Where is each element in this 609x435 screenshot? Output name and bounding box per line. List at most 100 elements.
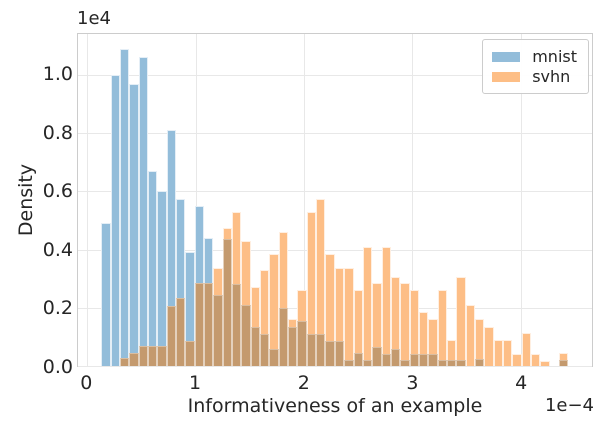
overlap-bar bbox=[120, 357, 130, 366]
svhn-bar bbox=[316, 198, 326, 366]
x-axis-label: Informativeness of an example bbox=[187, 395, 483, 417]
svhn-bar bbox=[381, 246, 391, 366]
svhn-bar bbox=[484, 326, 494, 366]
svhn-swatch-icon bbox=[492, 71, 521, 82]
vertical-gridline bbox=[520, 34, 522, 366]
legend-label: mnist bbox=[532, 47, 577, 66]
overlap-bar bbox=[325, 341, 335, 366]
mnist-bar bbox=[185, 252, 195, 366]
overlap-bar bbox=[278, 307, 289, 366]
mnist-bar bbox=[157, 191, 167, 366]
mnist-bar bbox=[101, 223, 111, 366]
overlap-bar bbox=[185, 341, 195, 366]
svhn-bar bbox=[334, 268, 345, 366]
svhn-bar bbox=[409, 290, 419, 366]
legend-row-svhn: svhn bbox=[492, 68, 577, 85]
svhn-bar bbox=[521, 332, 531, 366]
overlap-bar bbox=[138, 345, 149, 366]
overlap-bar bbox=[372, 347, 382, 366]
overlap-bar bbox=[306, 333, 317, 366]
mnist-bar bbox=[120, 48, 130, 366]
mnist-swatch-icon bbox=[492, 51, 521, 62]
overlap-bar bbox=[148, 345, 158, 366]
svhn-bar bbox=[428, 319, 438, 366]
svhn-bar bbox=[456, 277, 466, 366]
mnist-bar bbox=[138, 57, 149, 366]
horizontal-gridline bbox=[78, 366, 592, 367]
svhn-bar bbox=[530, 354, 541, 366]
x-axis-offset-label: 1e−4 bbox=[544, 395, 594, 416]
svhn-bar bbox=[278, 232, 289, 366]
overlap-bar bbox=[232, 284, 242, 366]
svhn-bar bbox=[362, 246, 373, 366]
overlap-bar bbox=[390, 348, 401, 366]
overlap-bar bbox=[269, 348, 279, 366]
overlap-bar bbox=[316, 333, 326, 366]
horizontal-gridline bbox=[78, 249, 592, 251]
y-axis-offset-label: 1e4 bbox=[77, 8, 111, 29]
overlap-bar bbox=[288, 326, 298, 366]
vertical-gridline bbox=[412, 34, 414, 366]
vertical-gridline bbox=[195, 34, 197, 366]
legend: mnist svhn bbox=[482, 39, 589, 94]
overlap-bar bbox=[129, 352, 139, 366]
overlap-bar bbox=[456, 360, 466, 366]
svhn-bar bbox=[437, 290, 447, 366]
svhn-bar bbox=[325, 253, 335, 366]
overlap-bar bbox=[194, 283, 205, 366]
overlap-bar bbox=[260, 333, 270, 366]
vertical-gridline bbox=[303, 34, 305, 366]
overlap-bar bbox=[353, 352, 363, 366]
svhn-bar bbox=[474, 319, 485, 366]
overlap-bar bbox=[428, 354, 438, 366]
svhn-bar bbox=[306, 211, 317, 366]
mnist-bar bbox=[129, 83, 139, 366]
y-tick-label: 0.0 bbox=[42, 356, 73, 378]
svhn-bar bbox=[353, 290, 363, 366]
legend-row-mnist: mnist bbox=[492, 48, 577, 65]
x-tick-label: 3 bbox=[406, 372, 419, 394]
x-tick-label: 2 bbox=[297, 372, 310, 394]
y-tick-label: 0.4 bbox=[42, 238, 73, 261]
x-tick-label: 4 bbox=[515, 372, 528, 394]
overlap-bar bbox=[381, 354, 391, 366]
svhn-bar bbox=[465, 304, 475, 366]
overlap-bar bbox=[157, 345, 167, 366]
svhn-bar bbox=[269, 253, 279, 366]
svhn-bar bbox=[446, 339, 457, 366]
overlap-bar bbox=[334, 341, 345, 366]
svhn-bar bbox=[502, 339, 513, 366]
overlap-bar bbox=[344, 360, 354, 366]
overlap-bar bbox=[400, 360, 410, 366]
overlap-bar bbox=[446, 360, 457, 366]
horizontal-gridline bbox=[78, 191, 592, 193]
svhn-bar bbox=[372, 283, 382, 366]
vertical-gridline bbox=[87, 34, 89, 366]
overlap-bar bbox=[362, 360, 373, 366]
overlap-bar bbox=[166, 306, 177, 366]
svhn-bar bbox=[400, 283, 410, 366]
overlap-bar bbox=[213, 294, 223, 366]
svhn-bar bbox=[241, 240, 251, 366]
overlap-bar bbox=[250, 326, 261, 366]
overlap-bar bbox=[176, 297, 186, 366]
overlap-bar bbox=[222, 239, 233, 366]
svhn-bar bbox=[512, 354, 522, 366]
overlap-bar bbox=[437, 360, 447, 366]
legend-label: svhn bbox=[532, 67, 571, 86]
svhn-bar bbox=[390, 277, 401, 366]
y-tick-label: 0.6 bbox=[42, 180, 73, 203]
svhn-bar bbox=[540, 361, 550, 366]
overlap-bar bbox=[409, 354, 419, 366]
mnist-bar bbox=[176, 198, 186, 366]
x-tick-label: 1 bbox=[188, 372, 202, 394]
overlap-bar bbox=[418, 354, 429, 366]
mnist-bar bbox=[110, 74, 121, 366]
overlap-bar bbox=[297, 320, 307, 366]
svhn-bar bbox=[558, 352, 569, 366]
y-tick-label: 1.0 bbox=[42, 63, 73, 86]
horizontal-gridline bbox=[78, 74, 592, 76]
overlap-bar bbox=[204, 283, 214, 366]
horizontal-gridline bbox=[78, 133, 592, 135]
